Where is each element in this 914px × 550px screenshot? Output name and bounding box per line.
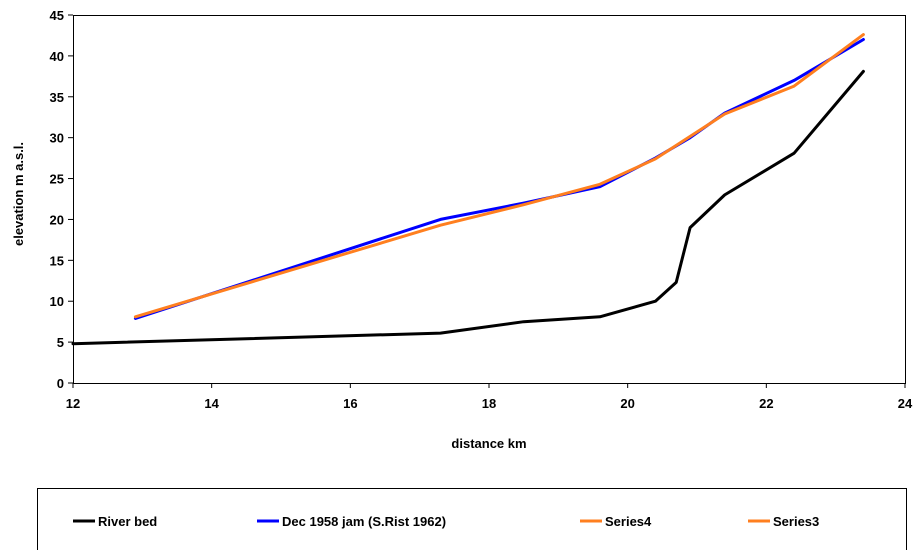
series-lines	[71, 33, 865, 346]
y-tick-label: 20	[50, 212, 64, 227]
series-line-2	[133, 33, 865, 319]
x-tick-label: 16	[343, 396, 357, 411]
legend: River bed Dec 1958 jam (S.Rist 1962) Serie…	[37, 488, 907, 550]
y-tick-label: 10	[50, 294, 64, 309]
plot-frame	[73, 15, 906, 384]
y-tick-label: 0	[57, 376, 64, 391]
y-tick-label: 5	[57, 335, 64, 350]
x-axis-ticks: 12 14 16 18 20 22 24	[66, 383, 913, 411]
x-tick-label: 22	[759, 396, 773, 411]
y-axis-ticks: 0 5 10 15 20 25 30 35 40 45	[50, 8, 73, 391]
y-tick-label: 30	[50, 131, 64, 146]
legend-label: River bed	[98, 514, 157, 529]
series-line-0	[71, 69, 865, 346]
plot-area	[73, 15, 906, 384]
legend-box	[37, 488, 907, 550]
y-tick-label: 25	[50, 172, 64, 187]
y-axis-title: elevation m a.s.l.	[11, 142, 26, 246]
y-tick-label: 15	[50, 253, 64, 268]
x-tick-label: 24	[898, 396, 913, 411]
legend-label: Series3	[773, 514, 819, 529]
legend-label: Dec 1958 jam (S.Rist 1962)	[282, 514, 446, 529]
y-tick-label: 45	[50, 8, 64, 23]
y-tick-label: 40	[50, 49, 64, 64]
x-tick-label: 18	[482, 396, 496, 411]
x-tick-label: 12	[66, 396, 80, 411]
x-tick-label: 20	[620, 396, 634, 411]
y-tick-label: 35	[50, 90, 64, 105]
x-tick-label: 14	[204, 396, 219, 411]
x-axis-title: distance km	[451, 436, 526, 451]
legend-label: Series4	[605, 514, 652, 529]
